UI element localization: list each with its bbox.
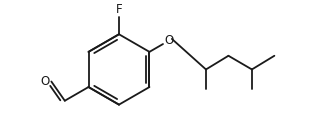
Text: O: O [164,34,174,47]
Text: O: O [40,75,49,88]
Text: F: F [116,3,122,16]
